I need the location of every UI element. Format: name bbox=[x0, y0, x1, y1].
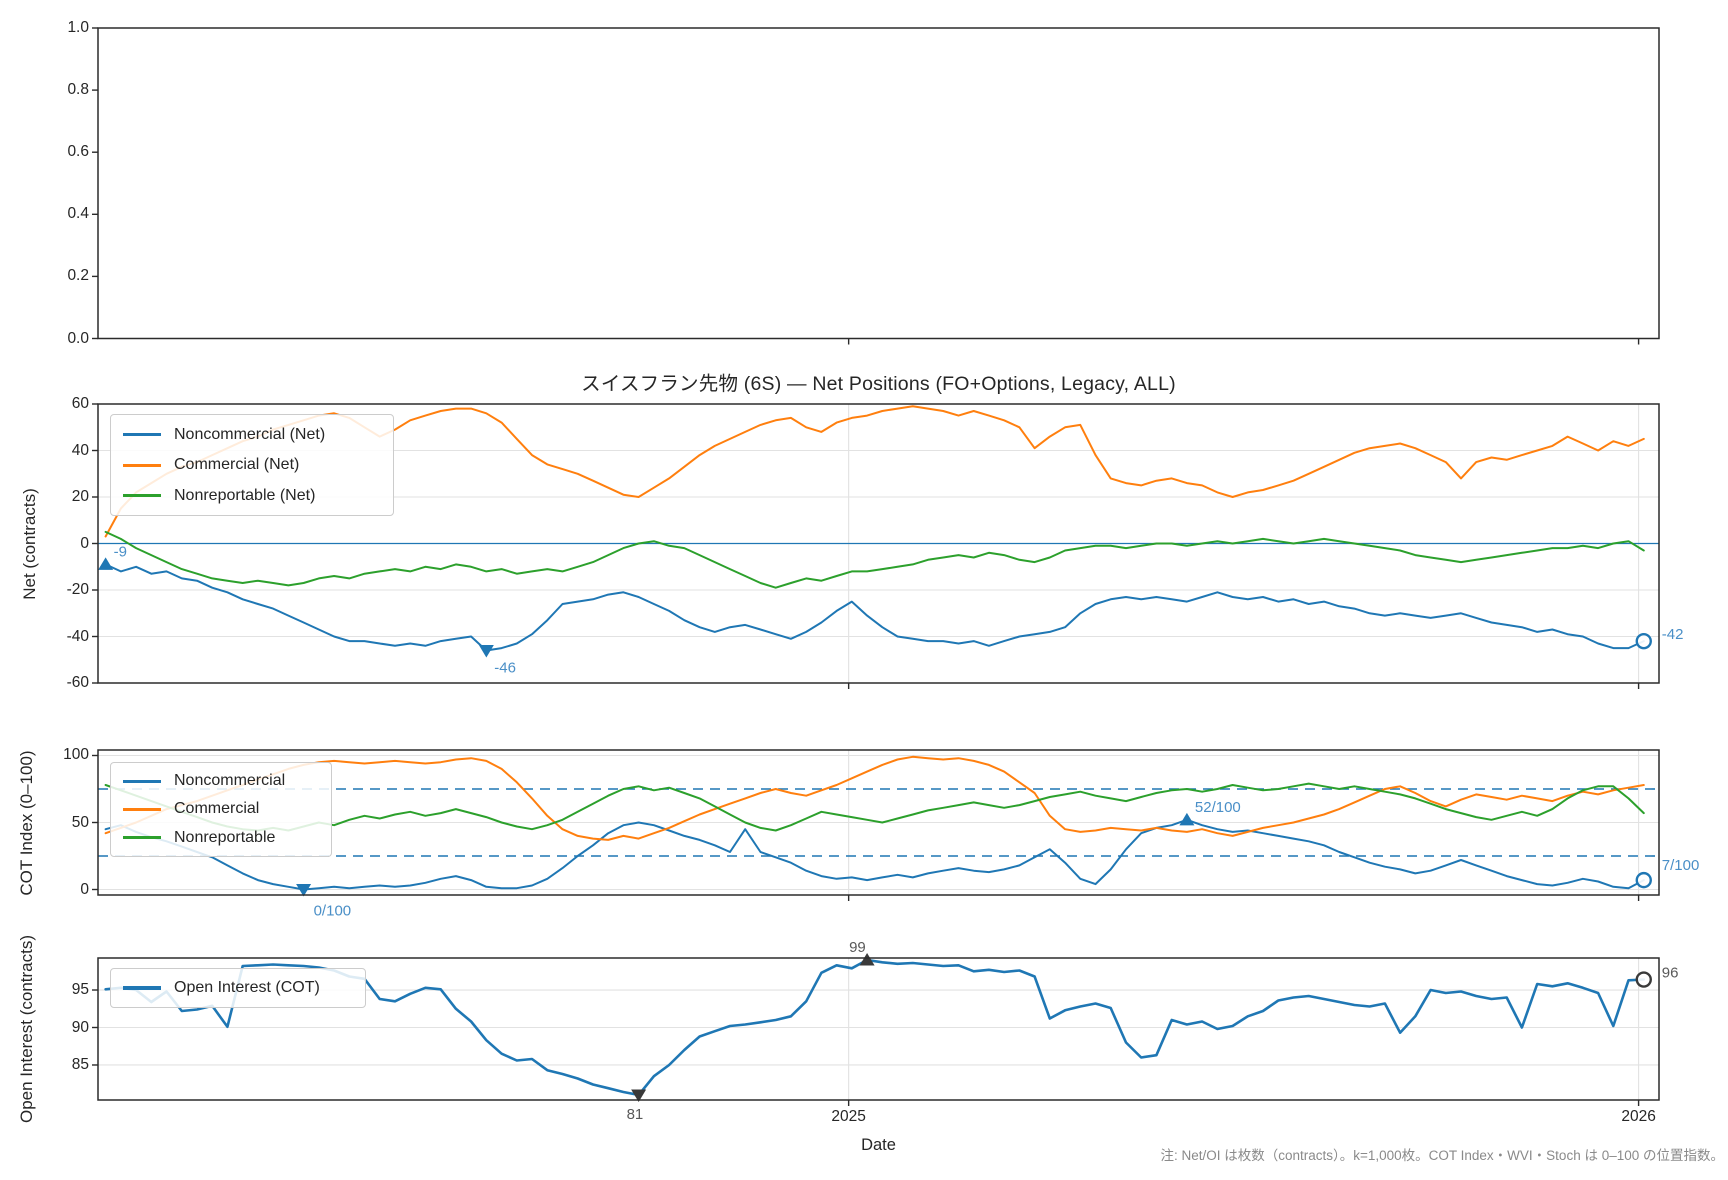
legend-label: Open Interest (COT) bbox=[174, 979, 320, 996]
x-tick-label: 2025 bbox=[831, 1108, 866, 1125]
annotation-label: -46 bbox=[494, 660, 516, 677]
footnote: 注: Net/OI は枚数（contracts）。k=1,000枚。COT In… bbox=[1160, 1148, 1724, 1163]
legend-line-nonreportable bbox=[123, 494, 161, 497]
min-marker bbox=[631, 1089, 647, 1102]
legend-open-interest: Open Interest (COT) bbox=[110, 968, 366, 1008]
series-line-noncommercial bbox=[104, 818, 1645, 891]
y-tick-label: -40 bbox=[66, 627, 89, 645]
legend-item: Noncommercial (Net) bbox=[123, 420, 381, 450]
last-marker bbox=[1635, 871, 1652, 889]
series-line-commercial bbox=[104, 755, 1645, 841]
annotation-label: 99 bbox=[849, 939, 866, 956]
legend-label: Commercial (Net) bbox=[174, 456, 300, 473]
annotation-label: 7/100 bbox=[1662, 857, 1700, 874]
y-tick-label: 85 bbox=[71, 1055, 89, 1073]
legend-item: Open Interest (COT) bbox=[123, 976, 353, 1000]
y-tick-label: 95 bbox=[71, 981, 89, 998]
min-marker bbox=[296, 884, 312, 897]
legend-label: Nonreportable bbox=[174, 828, 276, 846]
annotation-label: -9 bbox=[114, 543, 127, 560]
y-tick-label: 40 bbox=[71, 441, 89, 459]
legend-label: Noncommercial bbox=[174, 772, 286, 790]
legend-line-nonreportable bbox=[123, 836, 161, 840]
min-marker bbox=[478, 644, 494, 658]
y-tick-label: 50 bbox=[71, 813, 89, 831]
annotation-label: 81 bbox=[627, 1106, 644, 1123]
legend-label: Noncommercial (Net) bbox=[174, 425, 326, 443]
y-tick-label: 20 bbox=[71, 488, 89, 505]
max-marker bbox=[859, 953, 875, 966]
legend-label: Commercial bbox=[174, 800, 260, 818]
legend-item: Nonreportable bbox=[123, 824, 319, 852]
last-marker bbox=[1635, 632, 1652, 650]
legend-item: Commercial (Net) bbox=[123, 450, 381, 480]
legend-cot-index: Noncommercial Commercial Nonreportable bbox=[110, 762, 332, 857]
y-tick-label: 0.4 bbox=[67, 205, 89, 223]
legend-label: Nonreportable (Net) bbox=[174, 486, 316, 504]
legend-line-noncommercial bbox=[123, 433, 161, 436]
y-tick-label: 0.0 bbox=[67, 329, 89, 347]
legend-line-open-interest bbox=[123, 986, 161, 990]
legend-line-noncommercial bbox=[123, 779, 161, 783]
y-tick-label: 0.8 bbox=[67, 81, 89, 99]
y-tick-label: 0 bbox=[80, 534, 89, 552]
annotation-label: 52/100 bbox=[1195, 799, 1241, 816]
legend-line-commercial bbox=[123, 807, 161, 811]
y-tick-label: 0 bbox=[80, 880, 89, 898]
legend-item: Noncommercial bbox=[123, 767, 319, 795]
series-line-nonreportable-net- bbox=[104, 530, 1645, 589]
y-tick-label: 1.0 bbox=[67, 19, 89, 36]
axes-spine bbox=[97, 957, 1660, 1101]
y-tick-label: 0.2 bbox=[67, 267, 89, 285]
legend-item: Nonreportable (Net) bbox=[123, 481, 381, 511]
y-tick-label: 0.6 bbox=[67, 143, 89, 161]
series-line-nonreportable bbox=[104, 782, 1645, 832]
y-tick-label: 100 bbox=[63, 746, 89, 764]
max-marker bbox=[1179, 812, 1195, 826]
legend-item: Commercial bbox=[123, 795, 319, 823]
legend-net: Noncommercial (Net) Commercial (Net) Non… bbox=[110, 414, 394, 516]
x-axis-label: Date bbox=[861, 1136, 896, 1154]
axes-spine bbox=[97, 27, 1660, 340]
last-marker bbox=[1635, 971, 1652, 988]
annotation-label: 0/100 bbox=[314, 903, 352, 920]
y-tick-label: 60 bbox=[71, 395, 89, 412]
y-tick-label: -60 bbox=[66, 674, 89, 691]
y-tick-label: -20 bbox=[66, 581, 89, 598]
series-line-noncommercial-net- bbox=[104, 563, 1645, 652]
annotation-label: -42 bbox=[1662, 626, 1684, 643]
chart-title: スイスフラン先物 (6S) — Net Positions (FO+Option… bbox=[581, 373, 1176, 395]
annotation-label: 96 bbox=[1662, 965, 1679, 982]
max-marker bbox=[98, 557, 114, 570]
y-tick-label: 90 bbox=[71, 1018, 89, 1036]
x-tick-label: 2026 bbox=[1621, 1108, 1656, 1125]
legend-line-commercial bbox=[123, 463, 161, 467]
